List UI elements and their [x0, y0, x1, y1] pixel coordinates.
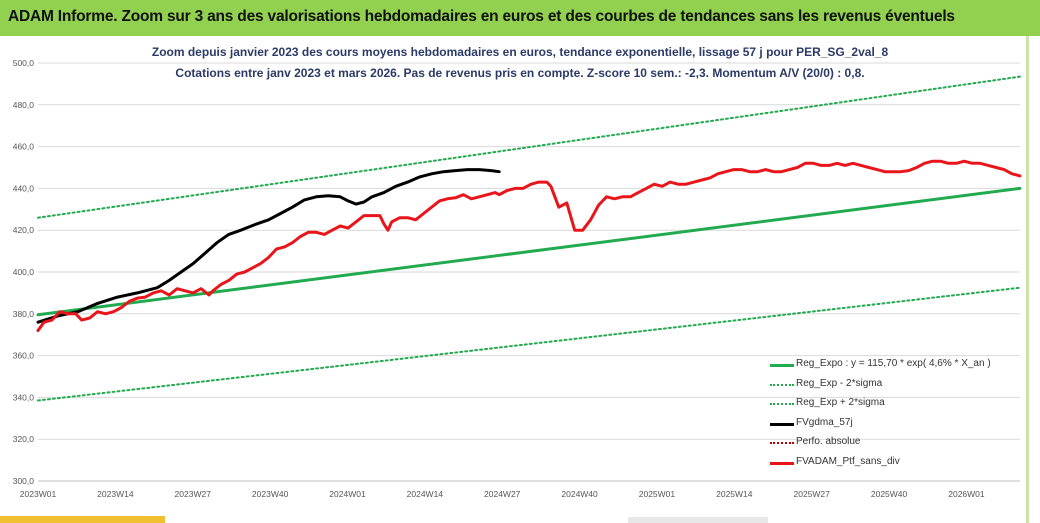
bottom-accent [0, 516, 165, 523]
series-line-2 [37, 75, 1021, 219]
page-title: ADAM Informe. Zoom sur 3 ans des valoris… [8, 8, 955, 25]
x-tick-label: 2025W40 [871, 489, 908, 499]
y-tick-label: 480,0 [13, 100, 35, 110]
x-tick-label: 2025W01 [639, 489, 676, 499]
series-line-0 [36, 186, 1022, 317]
x-tick-label: 2024W14 [407, 489, 444, 499]
legend-item: Perfo. absolue [766, 435, 1016, 455]
y-tick-label: 300,0 [13, 476, 35, 486]
legend-symbol [770, 461, 794, 465]
legend-label: FVADAM_Ptf_sans_div [796, 455, 900, 467]
y-tick-label: 400,0 [13, 267, 35, 277]
series-line-3 [36, 168, 501, 324]
chart-subtitle: Cotations entre janv 2023 et mars 2026. … [175, 66, 865, 80]
legend-item: Reg_Exp - 2*sigma [766, 377, 1016, 397]
legend-symbol [770, 364, 794, 367]
x-tick-label: 2026W01 [948, 489, 985, 499]
legend-item: FVADAM_Ptf_sans_div [766, 455, 1016, 475]
legend-symbol [770, 422, 794, 426]
series-line-5 [36, 159, 1022, 332]
y-tick-label: 440,0 [13, 183, 35, 193]
y-tick-label: 460,0 [13, 142, 35, 152]
legend-symbol [770, 442, 794, 445]
x-tick-label: 2025W14 [716, 489, 753, 499]
legend-label: Reg_Exp - 2*sigma [796, 377, 883, 389]
series-line-1 [37, 286, 1021, 402]
legend-item: Reg_Expo : y = 115,70 * exp( 4,6% * X_an… [766, 357, 1016, 377]
x-tick-label: 2025W27 [794, 489, 831, 499]
scrollbar-track [628, 517, 768, 523]
x-tick-label: 2023W27 [175, 489, 212, 499]
y-tick-label: 320,0 [13, 434, 35, 444]
y-tick-label: 380,0 [13, 309, 35, 319]
legend-symbol [770, 383, 794, 386]
x-tick-label: 2023W01 [20, 489, 57, 499]
legend-label: Reg_Expo : y = 115,70 * exp( 4,6% * X_an… [796, 358, 991, 369]
y-tick-label: 500,0 [13, 58, 35, 68]
y-tick-label: 420,0 [13, 225, 35, 235]
x-tick-label: 2024W40 [561, 489, 598, 499]
y-tick-label: 340,0 [13, 392, 35, 402]
legend-symbol [770, 403, 794, 406]
chart-title: Zoom depuis janvier 2023 des cours moyen… [151, 45, 889, 59]
right-border [1026, 36, 1029, 523]
x-tick-label: 2023W14 [97, 489, 134, 499]
legend-label: Perfo. absolue [796, 436, 861, 448]
x-tick-label: 2024W27 [484, 489, 521, 499]
legend-item: FVgdma_57j [766, 416, 1016, 436]
x-tick-label: 2024W01 [329, 489, 366, 499]
y-tick-label: 360,0 [13, 351, 35, 361]
legend-label: Reg_Exp + 2*sigma [796, 397, 885, 409]
title-bar: ADAM Informe. Zoom sur 3 ans des valoris… [0, 0, 1040, 36]
x-tick-label: 2023W40 [252, 489, 289, 499]
legend-label: FVgdma_57j [796, 416, 853, 428]
legend-item: Reg_Exp + 2*sigma [766, 396, 1016, 416]
chart-legend: Reg_Expo : y = 115,70 * exp( 4,6% * X_an… [766, 357, 1016, 475]
